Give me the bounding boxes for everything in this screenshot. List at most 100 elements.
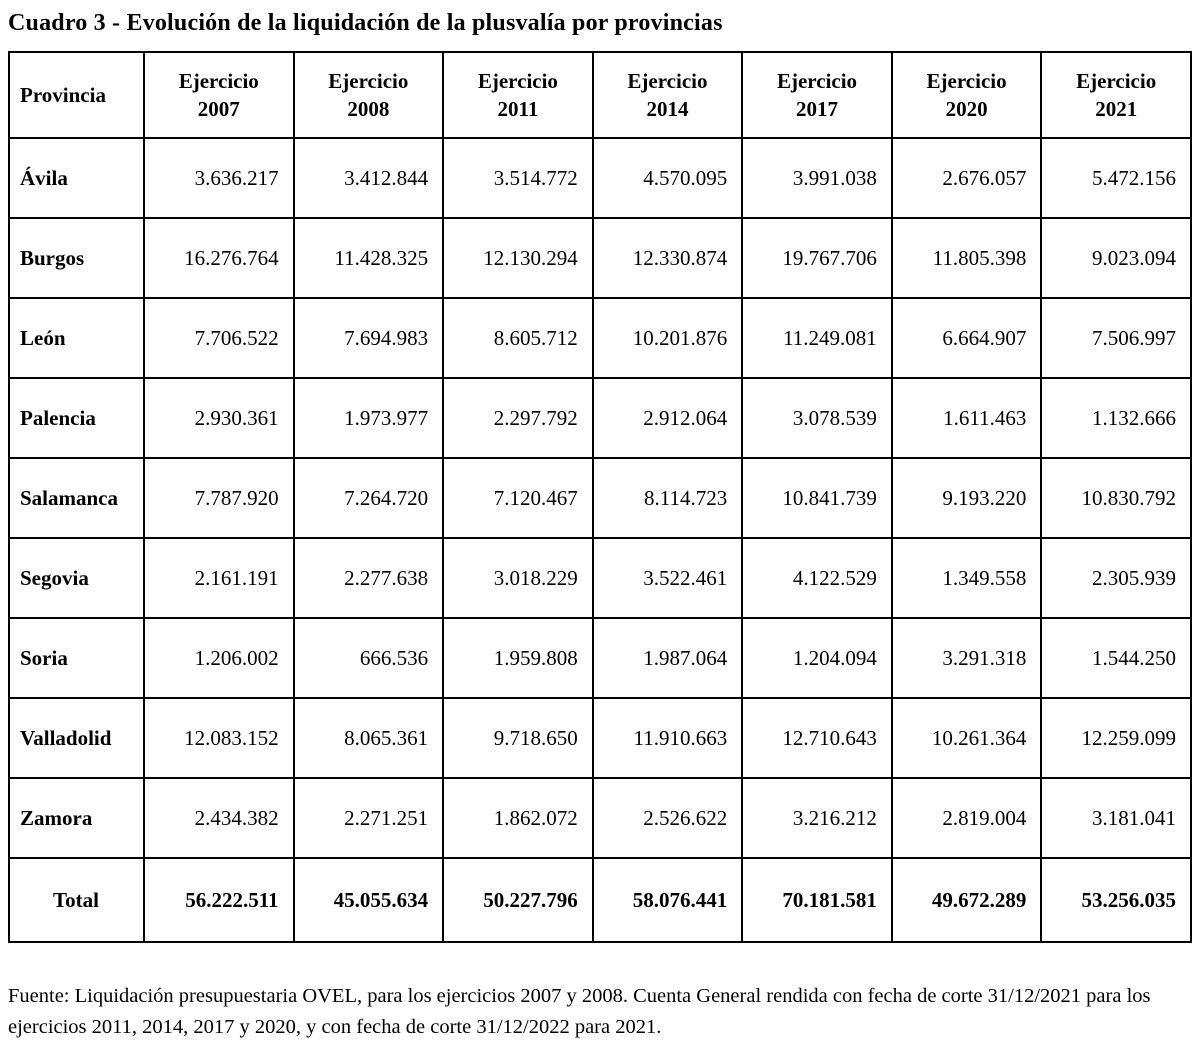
value-cell: 1.544.250 (1040, 617, 1192, 699)
value-cell: 10.261.364 (890, 697, 1043, 779)
value-cell: 7.694.983 (292, 297, 445, 379)
column-header-2021: Ejercicio 2021 (1040, 51, 1192, 139)
header-word: Ejercicio (627, 68, 708, 93)
value-cell: 45.055.634 (292, 857, 445, 943)
value-cell: 3.991.038 (741, 137, 893, 219)
value-cell: 2.526.622 (591, 777, 744, 859)
value-cell: 1.204.094 (741, 617, 893, 699)
value-cell: 9.193.220 (890, 457, 1043, 539)
header-word: Ejercicio (178, 68, 259, 93)
value-cell: 7.506.997 (1040, 297, 1192, 379)
value-cell: 11.428.325 (292, 217, 445, 299)
value-cell: 2.277.638 (292, 537, 445, 619)
value-cell: 1.611.463 (890, 377, 1043, 459)
header-word: Ejercicio (926, 68, 1007, 93)
table-body: Ávila 3.636.217 3.412.844 3.514.772 4.570.09… (8, 137, 1192, 943)
column-header-2011: Ejercicio 2011 (442, 51, 594, 139)
column-header-2020: Ejercicio 2020 (890, 51, 1043, 139)
value-cell: 2.305.939 (1040, 537, 1192, 619)
province-name: Salamanca (8, 457, 145, 539)
value-cell: 2.271.251 (292, 777, 445, 859)
header-word: Ejercicio (776, 68, 858, 93)
value-cell: 3.636.217 (143, 137, 295, 219)
table-title: Cuadro 3 - Evolución de la liquidación d… (8, 10, 723, 36)
table-row: Segovia 2.161.191 2.277.638 3.018.229 3.522.… (8, 537, 1192, 619)
value-cell: 5.472.156 (1040, 137, 1192, 219)
value-cell: 4.570.095 (591, 137, 744, 219)
value-cell: 7.706.522 (143, 297, 295, 379)
value-cell: 1.349.558 (890, 537, 1043, 619)
header-year: 2008 (347, 97, 390, 121)
value-cell: 11.249.081 (741, 297, 893, 379)
value-cell: 9.023.094 (1040, 217, 1192, 299)
value-cell: 3.018.229 (442, 537, 594, 619)
value-cell: 7.264.720 (292, 457, 445, 539)
value-cell: 9.718.650 (442, 697, 594, 779)
value-cell: 70.181.581 (741, 857, 893, 943)
value-cell: 49.672.289 (890, 857, 1043, 943)
value-cell: 19.767.706 (741, 217, 893, 299)
value-cell: 11.910.663 (591, 697, 744, 779)
value-cell: 2.912.064 (591, 377, 744, 459)
table-row: Palencia 2.930.361 1.973.977 2.297.792 2.912… (8, 377, 1192, 459)
header-year: 2014 (646, 97, 689, 121)
value-cell: 3.412.844 (292, 137, 445, 219)
total-label: Total (8, 857, 145, 943)
value-cell: 1.973.977 (292, 377, 445, 459)
value-cell: 10.830.792 (1040, 457, 1192, 539)
value-cell: 2.819.004 (890, 777, 1043, 859)
table-row: Zamora 2.434.382 2.271.251 1.862.072 2.526.6… (8, 777, 1192, 859)
value-cell: 16.276.764 (143, 217, 295, 299)
header-word: Ejercicio (328, 68, 409, 93)
header-year: 2007 (197, 97, 240, 121)
province-name: Soria (8, 617, 145, 699)
value-cell: 12.083.152 (143, 697, 295, 779)
table-row: Ávila 3.636.217 3.412.844 3.514.772 4.570.09… (8, 137, 1192, 219)
header-word: Ejercicio (477, 68, 558, 93)
column-header-2017: Ejercicio 2017 (741, 51, 893, 139)
column-header-provincia: Provincia (8, 51, 145, 139)
value-cell: 12.130.294 (442, 217, 594, 299)
value-cell: 56.222.511 (143, 857, 295, 943)
value-cell: 4.122.529 (741, 537, 893, 619)
value-cell: 8.065.361 (292, 697, 445, 779)
column-header-2008: Ejercicio 2008 (292, 51, 445, 139)
value-cell: 11.805.398 (890, 217, 1043, 299)
value-cell: 2.930.361 (143, 377, 295, 459)
value-cell: 1.206.002 (143, 617, 295, 699)
province-name: León (8, 297, 145, 379)
header-word: Ejercicio (1076, 68, 1157, 93)
value-cell: 50.227.796 (442, 857, 594, 943)
table-row: León 7.706.522 7.694.983 8.605.712 10.201.87… (8, 297, 1192, 379)
table-row: Salamanca 7.787.920 7.264.720 7.120.467 8.11… (8, 457, 1192, 539)
header-year: 2017 (796, 97, 839, 121)
value-cell: 3.181.041 (1040, 777, 1192, 859)
value-cell: 666.536 (292, 617, 445, 699)
value-cell: 2.161.191 (143, 537, 295, 619)
value-cell: 10.841.739 (741, 457, 893, 539)
value-cell: 3.291.318 (890, 617, 1043, 699)
header-row: Provincia Ejercicio 2007 Ejercicio 2008 Ejer… (8, 51, 1192, 139)
header-year: 2021 (1095, 97, 1138, 121)
value-cell: 8.605.712 (442, 297, 594, 379)
value-cell: 7.120.467 (442, 457, 594, 539)
province-name: Burgos (8, 217, 145, 299)
province-name: Segovia (8, 537, 145, 619)
value-cell: 3.522.461 (591, 537, 744, 619)
value-cell: 6.664.907 (890, 297, 1043, 379)
value-cell: 2.676.057 (890, 137, 1043, 219)
value-cell: 10.201.876 (591, 297, 744, 379)
table-row: Soria 1.206.002 666.536 1.959.808 1.987.064 1… (8, 617, 1192, 699)
column-header-2007: Ejercicio 2007 (143, 51, 295, 139)
value-cell: 1.987.064 (591, 617, 744, 699)
value-cell: 8.114.723 (591, 457, 744, 539)
value-cell: 7.787.920 (143, 457, 295, 539)
value-cell: 58.076.441 (591, 857, 744, 943)
value-cell: 3.078.539 (741, 377, 893, 459)
value-cell: 12.710.643 (741, 697, 893, 779)
value-cell: 3.514.772 (442, 137, 594, 219)
province-name: Valladolid (8, 697, 145, 779)
province-name: Zamora (8, 777, 145, 859)
province-name: Ávila (8, 137, 145, 219)
